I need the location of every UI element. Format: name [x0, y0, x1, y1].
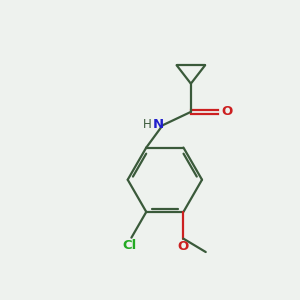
- Text: O: O: [178, 240, 189, 253]
- Text: O: O: [222, 105, 233, 119]
- Text: Cl: Cl: [123, 239, 137, 252]
- Text: H: H: [143, 118, 152, 131]
- Text: N: N: [153, 118, 164, 131]
